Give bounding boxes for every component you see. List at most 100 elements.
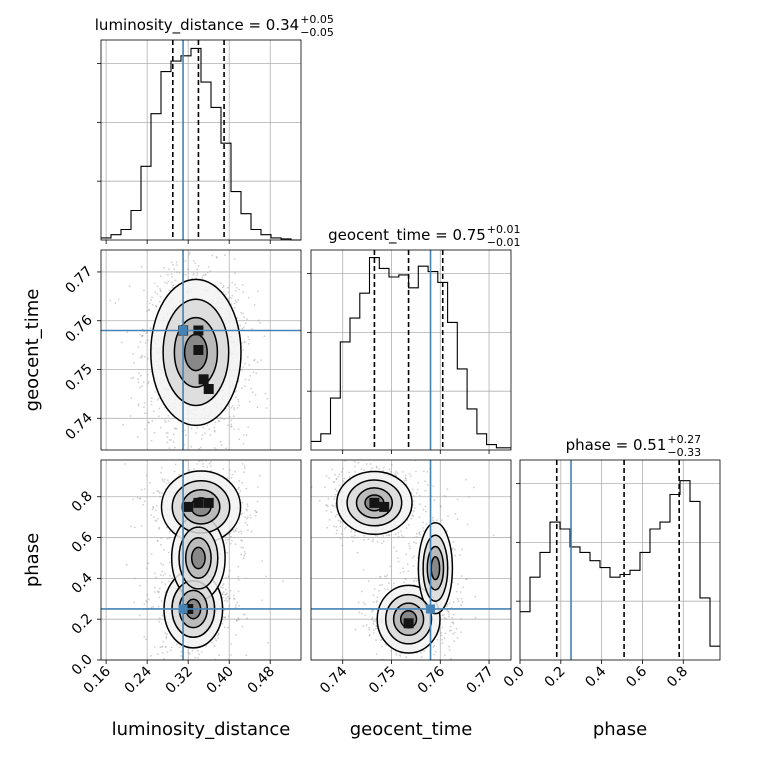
scatter-point [426,484,429,486]
axes-frame [100,249,302,451]
scatter-point [226,592,228,595]
y-tick-label: 0.74 [62,410,95,443]
scatter-point [139,333,142,336]
scatter-point [440,634,443,637]
scatter-point [332,505,335,508]
scatter-point [238,288,241,291]
scatter-point [158,596,161,599]
scatter-point [202,454,204,456]
scatter-point [157,653,159,656]
scatter-point [362,601,365,604]
scatter-point [368,628,371,631]
scatter-point [253,458,255,460]
scatter-point [345,526,347,529]
scatter-point [382,540,385,543]
scatter-point [371,611,373,613]
scatter-point [165,482,168,485]
scatter-point [378,468,381,471]
scatter-point [174,428,177,430]
truth-marker [178,604,188,614]
scatter-point [448,645,450,648]
scatter-point [238,479,241,482]
scatter-point [244,456,246,458]
scatter-point [239,489,242,492]
frames-layer [97,39,721,664]
scatter-point [236,317,239,319]
scatter-point [382,535,385,537]
scatter-point [206,424,209,427]
scatter-point [240,311,243,314]
scatter-point [246,524,249,526]
histogram-luminosity-distance [101,47,301,241]
scatter-point [241,342,243,344]
scatter-point [156,590,159,593]
scatter-point [155,306,158,308]
scatter-point [237,531,240,533]
scatter-point [140,525,143,527]
scatter-point [223,418,226,420]
scatter-point [403,479,406,482]
scatter-point [199,451,201,453]
scatter-point [181,451,183,453]
scatter-point [233,258,236,260]
scatter-point [446,603,449,606]
scatter-point [164,419,166,422]
scatter-point [460,631,462,633]
scatter-point [164,421,167,423]
scatter-point [170,273,173,275]
scatter-point [152,605,155,608]
scatter-point [339,525,342,528]
scatter-point [358,611,361,614]
scatter-point [439,505,442,507]
scatter-point [433,653,436,656]
scatter-point [211,641,214,644]
scatter-point [405,553,408,556]
scatter-point [460,575,463,577]
scatter-point [256,361,259,364]
scatter-point [244,378,247,381]
scatter-point [197,650,199,652]
scatter-point [422,530,425,532]
scatter-point [220,282,222,285]
scatter-point [335,489,338,492]
scatter-point [243,467,246,469]
scatter-point [328,477,330,479]
scatter-point [259,321,262,324]
scatter-point [252,371,255,374]
scatter-point [249,375,252,377]
scatter-point [443,616,446,619]
truth-marker [426,604,436,614]
scatter-point [414,577,416,580]
scatter-point [202,465,205,468]
scatter-point [381,583,383,586]
density-cell [193,497,204,508]
scatter-point [452,613,455,616]
scatter-point [202,660,204,662]
scatter-point [172,441,175,443]
scatter-point [166,651,169,653]
scatter-point [247,529,249,532]
scatter-point [154,646,156,648]
scatter-point [174,463,177,466]
scatter-point [424,480,426,483]
scatter-point [161,652,164,654]
scatter-point [241,368,244,371]
scatter-point [375,625,378,627]
scatter-point [173,470,176,473]
scatter-point [241,481,244,484]
scatter-point [159,426,162,429]
scatter-point [178,474,181,476]
scatter-point [243,340,246,343]
scatter-point [138,614,141,617]
scatter-point [137,346,140,348]
scatter-point [219,440,222,443]
scatter-point [163,481,166,483]
scatter-point [338,473,341,476]
scatter-point [214,421,217,424]
truth-marker [178,325,188,335]
scatter-point [244,552,247,555]
scatter-point [175,427,178,430]
scatter-point [448,613,450,616]
scatter-point [371,618,373,621]
scatter-point [137,457,139,459]
